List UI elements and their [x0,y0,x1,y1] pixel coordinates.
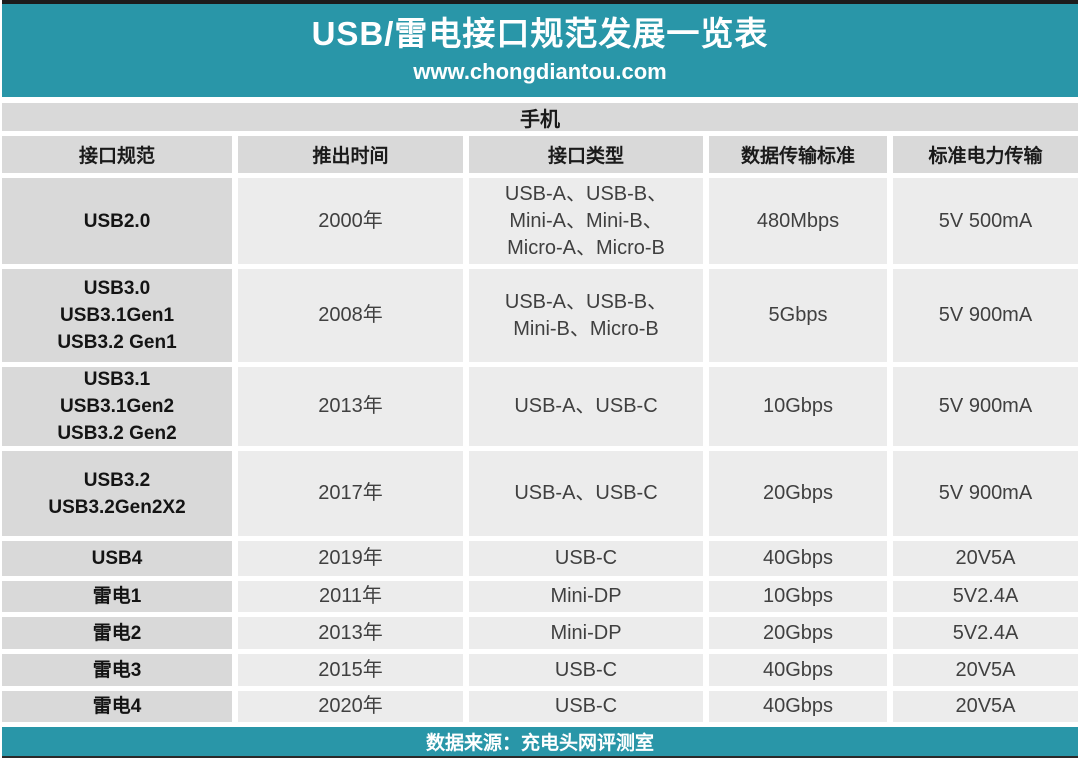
cell-spec: 雷电3 [2,654,232,686]
table-row: 雷电4 2020年 USB-C 40Gbps 20V5A [2,691,1078,722]
cell-power: 20V5A [893,541,1078,576]
cell-data-rate: 10Gbps [709,367,887,446]
table-row: USB4 2019年 USB-C 40Gbps 20V5A [2,541,1078,576]
col-header-data-rate: 数据传输标准 [709,136,887,173]
spec-table: 接口规范 推出时间 接口类型 数据传输标准 标准电力传输 USB2.0 2000… [2,136,1078,722]
table-body: USB2.0 2000年 USB-A、USB-B、 Mini-A、Mini-B、… [2,178,1078,722]
cell-connector: USB-C [469,654,703,686]
table-row: 雷电2 2013年 Mini-DP 20Gbps 5V2.4A [2,617,1078,649]
cell-spec: USB3.2 USB3.2Gen2X2 [2,451,232,536]
cell-year: 2020年 [238,691,463,722]
page-title: USB/雷电接口规范发展一览表 [311,14,769,52]
cell-connector: Mini-DP [469,617,703,649]
table-row: USB3.2 USB3.2Gen2X2 2017年 USB-A、USB-C 20… [2,451,1078,536]
cell-power: 5V 500mA [893,178,1078,264]
cell-power: 20V5A [893,691,1078,722]
cell-data-rate: 20Gbps [709,617,887,649]
col-header-power: 标准电力传输 [893,136,1078,173]
cell-connector: Mini-DP [469,581,703,612]
col-header-connector-type: 接口类型 [469,136,703,173]
cell-year: 2013年 [238,617,463,649]
cell-year: 2000年 [238,178,463,264]
cell-data-rate: 5Gbps [709,269,887,362]
cell-connector: USB-A、USB-C [469,367,703,446]
col-header-spec: 接口规范 [2,136,232,173]
cell-data-rate: 40Gbps [709,691,887,722]
top-black-bar [2,0,1078,4]
cell-connector: USB-C [469,691,703,722]
cell-year: 2019年 [238,541,463,576]
table-row: 雷电3 2015年 USB-C 40Gbps 20V5A [2,654,1078,686]
cell-spec: USB2.0 [2,178,232,264]
cell-spec: 雷电1 [2,581,232,612]
cell-spec: USB3.1 USB3.1Gen2 USB3.2 Gen2 [2,367,232,446]
cell-spec: 雷电2 [2,617,232,649]
cell-power: 5V 900mA [893,451,1078,536]
cell-data-rate: 40Gbps [709,654,887,686]
title-banner: USB/雷电接口规范发展一览表 www.chongdiantou.com [2,4,1078,97]
cell-year: 2011年 [238,581,463,612]
data-source-bar: 数据来源：充电头网评测室 [2,727,1078,758]
cell-power: 5V 900mA [893,367,1078,446]
cell-power: 5V 900mA [893,269,1078,362]
cell-connector: USB-A、USB-C [469,451,703,536]
col-header-release-year: 推出时间 [238,136,463,173]
website-url: www.chongdiantou.com [413,59,667,85]
cell-year: 2013年 [238,367,463,446]
cell-year: 2008年 [238,269,463,362]
cell-data-rate: 480Mbps [709,178,887,264]
table-header-row: 接口规范 推出时间 接口类型 数据传输标准 标准电力传输 [2,136,1078,173]
cell-data-rate: 20Gbps [709,451,887,536]
cell-data-rate: 10Gbps [709,581,887,612]
cell-power: 20V5A [893,654,1078,686]
cell-connector: USB-A、USB-B、 Mini-A、Mini-B、 Micro-A、Micr… [469,178,703,264]
table-row: USB3.0 USB3.1Gen1 USB3.2 Gen1 2008年 USB-… [2,269,1078,362]
table-row: 雷电1 2011年 Mini-DP 10Gbps 5V2.4A [2,581,1078,612]
section-header-phone: 手机 [2,103,1078,131]
cell-year: 2017年 [238,451,463,536]
cell-year: 2015年 [238,654,463,686]
cell-power: 5V2.4A [893,617,1078,649]
table-row: USB3.1 USB3.1Gen2 USB3.2 Gen2 2013年 USB-… [2,367,1078,446]
cell-spec: 雷电4 [2,691,232,722]
cell-spec: USB3.0 USB3.1Gen1 USB3.2 Gen1 [2,269,232,362]
cell-data-rate: 40Gbps [709,541,887,576]
cell-power: 5V2.4A [893,581,1078,612]
cell-spec: USB4 [2,541,232,576]
cell-connector: USB-A、USB-B、 Mini-B、Micro-B [469,269,703,362]
cell-connector: USB-C [469,541,703,576]
table-row: USB2.0 2000年 USB-A、USB-B、 Mini-A、Mini-B、… [2,178,1078,264]
